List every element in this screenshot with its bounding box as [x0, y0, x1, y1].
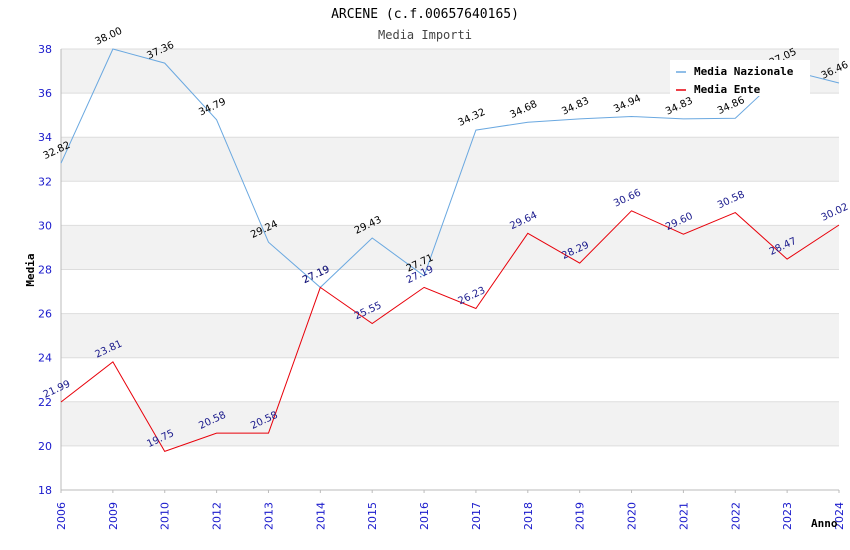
series-line-0: [60, 48, 840, 289]
plot-band: [61, 225, 839, 270]
x-tick-label: 2015: [366, 502, 379, 530]
x-tick-label: 2021: [677, 502, 690, 530]
chart-title: ARCENE (c.f.00657640165): [331, 7, 519, 22]
y-tick-label: 36: [38, 87, 52, 100]
y-tick-label: 24: [38, 352, 52, 365]
legend-box: [670, 60, 810, 96]
y-tick-labels: 18 20 22 24 26 28 30 32 34 36 38: [38, 43, 52, 497]
data-label: 30.02: [820, 202, 850, 224]
data-label: 34.68: [508, 99, 539, 121]
x-tick-label: 2017: [470, 502, 483, 530]
x-tick-label: 2023: [781, 502, 794, 530]
x-tick-label: 2012: [211, 502, 224, 530]
x-tick-label: 2006: [55, 502, 68, 530]
plot-background: [61, 49, 839, 446]
series-line-1: [60, 210, 840, 453]
legend: Media Nazionale Media Ente: [670, 60, 810, 96]
data-label: 30.66: [612, 187, 643, 209]
legend-label-media-nazionale: Media Nazionale: [694, 65, 794, 78]
x-tick-label: 2016: [418, 502, 431, 530]
chart-subtitle: Media Importi: [378, 28, 472, 42]
y-tick-label: 18: [38, 484, 52, 497]
plot-band: [61, 401, 839, 446]
y-tick-label: 22: [38, 396, 52, 409]
data-label: 26.23: [457, 285, 488, 307]
y-tick-label: 30: [38, 219, 52, 232]
series-lines: [60, 48, 840, 453]
data-label: 34.94: [612, 93, 643, 115]
y-tick-label: 20: [38, 440, 52, 453]
x-tick-label: 2013: [262, 502, 275, 530]
x-tick-label: 2020: [626, 502, 639, 530]
x-tick-label: 2022: [729, 502, 742, 530]
axes: [60, 49, 840, 493]
data-label: 34.83: [560, 96, 591, 118]
plot-band: [61, 137, 839, 182]
x-tick-label: 2009: [107, 502, 120, 530]
x-tick-label: 2010: [159, 502, 172, 530]
y-tick-label: 38: [38, 43, 52, 56]
y-tick-label: 26: [38, 308, 52, 321]
grid-lines: [61, 48, 839, 491]
data-label: 34.86: [716, 95, 747, 117]
y-tick-label: 28: [38, 264, 52, 277]
legend-label-media-ente: Media Ente: [694, 83, 761, 96]
data-label: 34.32: [457, 107, 488, 129]
x-axis-label: Anno: [811, 517, 838, 530]
data-label: 38.00: [93, 26, 124, 48]
x-tick-labels: 2006 2009 2010 2012 2013 2014 2015 2016 2017 2018…: [55, 502, 846, 530]
x-tick-label: 2024: [833, 502, 846, 530]
y-tick-label: 34: [38, 131, 52, 144]
x-tick-label: 2014: [314, 502, 327, 530]
x-tick-label: 2018: [522, 502, 535, 530]
x-tick-label: 2019: [574, 502, 587, 530]
y-axis-label: Media: [24, 253, 37, 286]
data-label: 30.58: [716, 189, 747, 211]
y-tick-label: 32: [38, 175, 52, 188]
plot-band: [61, 313, 839, 358]
data-label: 34.83: [664, 96, 695, 118]
